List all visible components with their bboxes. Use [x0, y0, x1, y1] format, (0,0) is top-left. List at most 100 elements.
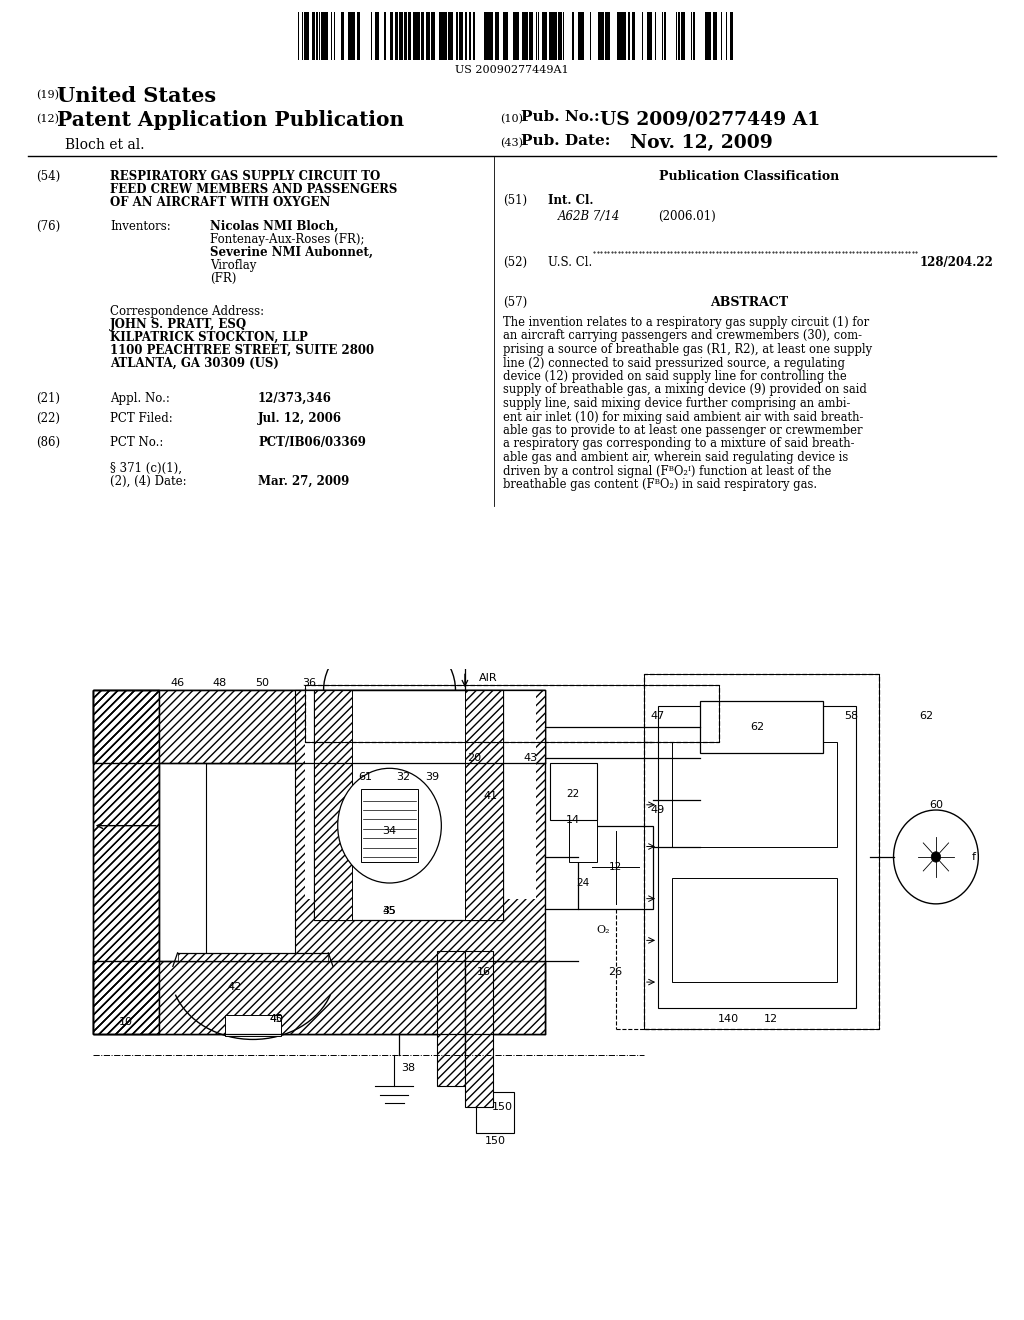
Text: 128/204.22: 128/204.22 — [920, 256, 994, 269]
Bar — [578, 826, 653, 909]
Bar — [93, 690, 545, 763]
Bar — [431, 12, 435, 59]
Bar — [658, 706, 856, 1008]
Text: 12: 12 — [764, 1014, 778, 1023]
Text: ATLANTA, GA 30309 (US): ATLANTA, GA 30309 (US) — [110, 356, 279, 370]
Text: (2), (4) Date:: (2), (4) Date: — [110, 475, 186, 488]
Bar — [487, 12, 489, 59]
Text: driven by a control signal (FᴮO₂ᴵ) function at least of the: driven by a control signal (FᴮO₂ᴵ) funct… — [503, 465, 831, 478]
Bar — [351, 12, 354, 59]
Text: a respiratory gas corresponding to a mixture of said breath-: a respiratory gas corresponding to a mix… — [503, 437, 854, 450]
Text: 47: 47 — [651, 711, 666, 721]
Text: Publication Classification: Publication Classification — [658, 170, 839, 183]
Text: United States: United States — [57, 86, 216, 106]
Bar — [495, 12, 497, 59]
Text: Mar. 27, 2009: Mar. 27, 2009 — [258, 475, 349, 488]
Text: 49: 49 — [651, 805, 666, 814]
Text: supply of breathable gas, a mixing device (9) provided on said: supply of breathable gas, a mixing devic… — [503, 384, 867, 396]
Text: US 2009/0277449 A1: US 2009/0277449 A1 — [600, 110, 820, 128]
Text: 45: 45 — [270, 1014, 283, 1023]
Bar — [572, 12, 574, 59]
Text: 42: 42 — [227, 982, 242, 993]
Bar — [522, 12, 524, 59]
Text: (21): (21) — [36, 392, 60, 405]
Bar — [408, 12, 411, 59]
Text: 150: 150 — [484, 1135, 506, 1146]
Text: 16: 16 — [477, 966, 490, 977]
Text: Viroflay: Viroflay — [210, 259, 256, 272]
Bar — [543, 12, 547, 59]
Text: 35: 35 — [383, 906, 396, 916]
Text: Severine NMI Aubonnet,: Severine NMI Aubonnet, — [210, 246, 373, 259]
Text: breathable gas content (FᴮO₂) in said respiratory gas.: breathable gas content (FᴮO₂) in said re… — [503, 478, 817, 491]
Text: Correspondence Address:: Correspondence Address: — [110, 305, 264, 318]
Text: (57): (57) — [503, 296, 527, 309]
Text: PCT/IB06/03369: PCT/IB06/03369 — [258, 436, 366, 449]
Bar — [672, 742, 837, 846]
Bar — [605, 12, 607, 59]
Bar — [314, 690, 503, 920]
Text: (51): (51) — [503, 194, 527, 207]
Text: O₂: O₂ — [597, 925, 610, 935]
Bar — [558, 12, 562, 59]
Bar — [321, 12, 323, 59]
Bar — [399, 12, 403, 59]
Text: 61: 61 — [358, 772, 372, 781]
Bar — [580, 12, 584, 59]
Bar — [395, 12, 398, 59]
Bar — [93, 961, 545, 1035]
Text: PCT No.:: PCT No.: — [110, 436, 164, 449]
Text: Patent Application Publication: Patent Application Publication — [57, 110, 404, 129]
Bar — [681, 12, 684, 59]
Text: 26: 26 — [608, 966, 623, 977]
Text: (2006.01): (2006.01) — [658, 210, 716, 223]
Text: f: f — [972, 851, 976, 862]
Bar — [93, 690, 159, 1035]
Text: U.S. Cl.: U.S. Cl. — [548, 256, 592, 269]
Bar — [469, 12, 471, 59]
Bar — [700, 701, 823, 752]
Text: 34: 34 — [383, 826, 396, 836]
Text: 20: 20 — [467, 752, 481, 763]
Text: an aircraft carrying passengers and crewmembers (30), com-: an aircraft carrying passengers and crew… — [503, 330, 862, 342]
Text: Nicolas NMI Bloch,: Nicolas NMI Bloch, — [210, 220, 338, 234]
Circle shape — [931, 851, 941, 862]
Text: Appl. No.:: Appl. No.: — [110, 392, 170, 405]
Bar — [305, 690, 536, 899]
Text: § 371 (c)(1),: § 371 (c)(1), — [110, 462, 182, 475]
Text: 150: 150 — [493, 1102, 513, 1113]
Bar — [465, 950, 494, 1107]
Text: 12/373,346: 12/373,346 — [258, 392, 332, 405]
Bar — [323, 12, 325, 59]
Bar — [93, 690, 159, 1035]
Text: Inventors:: Inventors: — [110, 220, 171, 234]
Text: 48: 48 — [213, 677, 227, 688]
Bar — [305, 685, 719, 742]
Text: 58: 58 — [844, 711, 858, 721]
Bar — [93, 961, 545, 1035]
Text: 39: 39 — [425, 772, 439, 781]
Bar — [444, 12, 446, 59]
Text: JOHN S. PRATT, ESQ: JOHN S. PRATT, ESQ — [110, 318, 247, 331]
Bar — [441, 12, 444, 59]
Text: ent air inlet (10) for mixing said ambient air with said breath-: ent air inlet (10) for mixing said ambie… — [503, 411, 863, 424]
Bar — [465, 12, 467, 59]
Bar — [295, 763, 545, 961]
Text: RESPIRATORY GAS SUPPLY CIRCUIT TO: RESPIRATORY GAS SUPPLY CIRCUIT TO — [110, 170, 380, 183]
Bar — [159, 763, 206, 961]
Bar — [415, 12, 418, 59]
Text: 32: 32 — [396, 772, 411, 781]
Text: line (2) connected to said pressurized source, a regulating: line (2) connected to said pressurized s… — [503, 356, 845, 370]
Bar — [517, 12, 519, 59]
Text: AIR: AIR — [479, 673, 498, 682]
Bar — [326, 12, 328, 59]
Text: (54): (54) — [36, 170, 60, 183]
Bar — [312, 12, 315, 59]
Bar — [473, 12, 475, 59]
Bar — [177, 953, 329, 961]
Bar — [421, 12, 423, 59]
Bar — [602, 12, 604, 59]
Text: (22): (22) — [36, 412, 60, 425]
Text: 41: 41 — [483, 792, 498, 801]
Text: 1100 PEACHTREE STREET, SUITE 2800: 1100 PEACHTREE STREET, SUITE 2800 — [110, 345, 374, 356]
